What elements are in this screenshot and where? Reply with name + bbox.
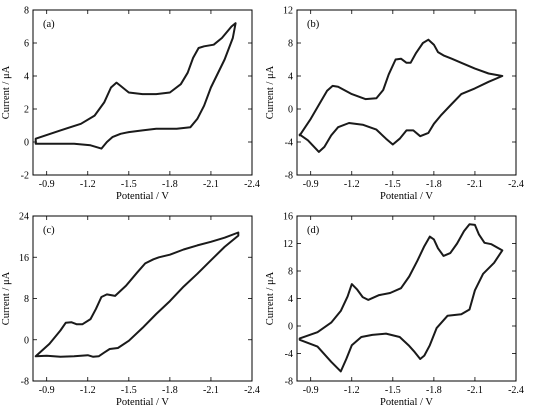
y-axis-label: Current / μA [1,65,12,119]
y-tick-label: 12 [283,6,293,17]
panel-label: (a) [43,19,55,30]
x-tick-label: -1.8 [162,179,178,190]
y-tick-label: 8 [288,39,293,50]
x-tick-label: -2.4 [508,179,524,190]
y-tick-label: -4 [285,138,293,149]
y-tick-label: 8 [288,267,293,278]
y-tick-label: -4 [285,349,293,360]
x-axis-label: Potential / V [116,191,169,202]
y-axis-label: Current / μA [265,271,276,325]
y-tick-label: 2 [24,105,29,116]
panel-d: -0.9 -1.2 -1.5 -1.8 -2.1 -2.4 -8 -4 0 4 8 12 16 Poten… [265,212,524,408]
x-tick-label: -2.4 [244,385,260,396]
x-tick-label: -1.2 [80,385,96,396]
x-tick-label: -1.5 [385,385,401,396]
panel-b: -0.9 -1.2 -1.5 -1.8 -2.1 -2.4 -8 -4 0 4 8 12 Potenti… [265,6,524,203]
y-tick-label: 0 [24,138,29,149]
y-tick-label: -8 [285,171,293,182]
panel-label: (b) [307,19,320,30]
panel-label: (c) [43,225,55,236]
panel-label: (d) [307,225,320,236]
panel-c: -0.9 -1.2 -1.5 -1.8 -2.1 -2.4 -8 0 8 16 24 Potentia… [1,212,260,408]
x-tick-label: -2.4 [508,385,524,396]
x-tick-label: -0.9 [39,179,55,190]
plot-frame [32,9,253,176]
x-tick-label: -2.4 [244,179,260,190]
x-tick-label: -1.2 [344,385,360,396]
y-axis-label: Current / μA [265,65,276,119]
y-tick-label: 4 [288,72,293,83]
y-tick-label: 4 [288,294,293,305]
x-tick-label: -2.1 [203,385,219,396]
panel-a: -0.9 -1.2 -1.5 -1.8 -2.1 -2.4 -2 0 2 4 6 8 Potential… [1,6,260,203]
cv-curve [34,231,240,358]
x-tick-label: -2.1 [467,179,483,190]
x-tick-label: -1.8 [426,179,442,190]
x-tick-label: -2.1 [467,385,483,396]
y-tick-label: 8 [24,6,29,17]
x-axis-label: Potential / V [380,191,433,202]
x-tick-label: -1.2 [80,179,96,190]
x-axis-label: Potential / V [116,397,169,408]
y-tick-label: 0 [288,105,293,116]
x-tick-label: -1.5 [121,179,137,190]
y-axis-label: Current / μA [1,271,12,325]
y-tick-label: 16 [19,253,29,264]
cv-curve [298,38,504,153]
x-axis-label: Potential / V [380,397,433,408]
plot-frame [296,9,517,176]
y-tick-label: 8 [24,294,29,305]
x-tick-label: -0.9 [303,385,319,396]
x-tick-label: -1.8 [162,385,178,396]
y-tick-label: -2 [21,171,29,182]
y-tick-label: 0 [24,335,29,346]
x-tick-label: -1.2 [344,179,360,190]
x-tick-label: -0.9 [303,179,319,190]
y-tick-label: 4 [24,72,29,83]
y-tick-label: -8 [285,377,293,388]
y-tick-label: 0 [288,322,293,333]
y-tick-label: 16 [283,212,293,223]
x-tick-label: -1.5 [121,385,137,396]
y-tick-label: 24 [19,212,29,223]
x-tick-label: -1.5 [385,179,401,190]
cv-curve [34,22,237,150]
y-tick-label: -8 [21,377,29,388]
y-tick-label: 6 [24,39,29,50]
cv-curve [298,223,504,373]
x-tick-label: -2.1 [203,179,219,190]
x-tick-label: -0.9 [39,385,55,396]
x-tick-label: -1.8 [426,385,442,396]
y-tick-label: 12 [283,239,293,250]
